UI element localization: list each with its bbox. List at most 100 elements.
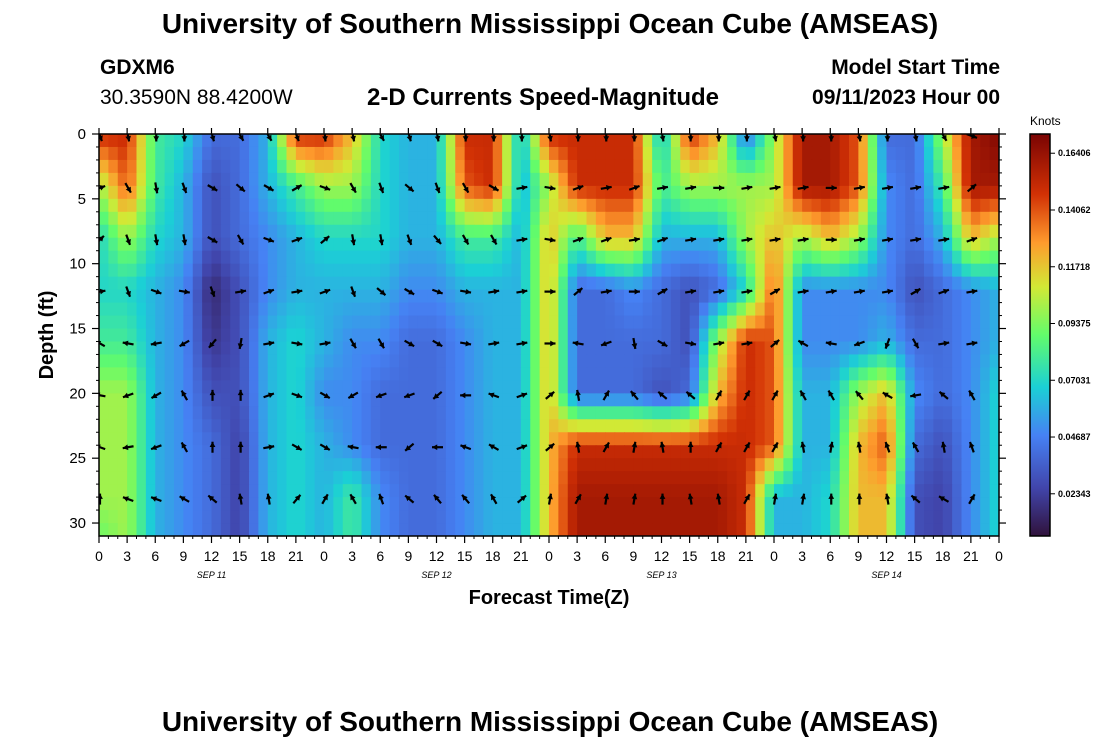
heatmap-cell (989, 458, 999, 472)
heatmap-cell (445, 497, 456, 511)
arrow-head (521, 288, 528, 295)
heatmap-cell (267, 458, 278, 472)
heatmap-cell (961, 484, 972, 498)
heatmap-cell (961, 211, 972, 226)
heatmap-cell (258, 198, 269, 213)
heatmap-cell (558, 224, 569, 239)
heatmap-cell (230, 458, 241, 472)
heatmap-cell (830, 406, 841, 420)
heatmap-cell (867, 250, 878, 265)
heatmap-cell (399, 146, 409, 161)
heatmap-cell (774, 302, 784, 317)
heatmap-cell (127, 302, 138, 317)
heatmap-cell (333, 367, 344, 381)
arrow-head (605, 288, 612, 295)
heatmap-cell (324, 406, 334, 420)
heatmap-cell (267, 380, 278, 394)
heatmap-cell (408, 341, 419, 356)
heatmap-cell (558, 523, 569, 536)
heatmap-cell (549, 419, 559, 433)
heatmap-cell (539, 276, 550, 291)
heatmap-cell (624, 250, 634, 265)
heatmap-cell (774, 263, 784, 278)
heatmap-cell (849, 458, 859, 472)
heatmap-cell (492, 276, 503, 291)
heatmap-cell (483, 263, 494, 278)
heatmap-cell (989, 419, 999, 433)
heatmap-cell (108, 289, 119, 304)
heatmap-cell (867, 263, 878, 278)
heatmap-cell (164, 406, 175, 420)
heatmap-cell (642, 380, 653, 394)
arrow-head (661, 236, 668, 243)
heatmap-cell (689, 458, 700, 472)
heatmap-cell (502, 445, 513, 459)
heatmap-cell (408, 134, 419, 148)
current-arrow (715, 441, 723, 453)
arrow-head (659, 493, 666, 499)
heatmap-cell (549, 134, 559, 148)
arrow-head (465, 340, 472, 347)
heatmap-cell (952, 367, 963, 381)
heatmap-cell (511, 289, 522, 304)
heatmap-cell (211, 134, 222, 148)
heatmap-cell (783, 497, 794, 511)
heatmap-cell (980, 367, 991, 381)
heatmap-cell (867, 406, 878, 420)
heatmap-cell (502, 172, 513, 187)
heatmap-cell (230, 419, 241, 433)
heatmap-cell (961, 276, 972, 291)
heatmap-cell (820, 315, 831, 330)
current-arrow (938, 495, 950, 503)
heatmap-cell (352, 393, 363, 407)
heatmap-cell (670, 289, 681, 304)
heatmap-cell (286, 445, 297, 459)
heatmap-cell (164, 172, 175, 187)
heatmap-cell (614, 172, 625, 187)
heatmap-cell (689, 445, 700, 459)
heatmap-cell (295, 289, 306, 304)
heatmap-cell (436, 198, 447, 213)
heatmap-cell (108, 341, 119, 356)
heatmap-cell (774, 432, 784, 446)
heatmap-cell (989, 393, 999, 407)
heatmap-cell (249, 406, 259, 420)
current-arrow (518, 134, 525, 142)
heatmap-cell (924, 159, 934, 174)
arrow-head (942, 288, 949, 295)
heatmap-cell (699, 276, 709, 291)
heatmap-cell (295, 432, 306, 446)
heatmap-cell (511, 134, 522, 148)
arrow-head (601, 340, 608, 347)
heatmap-cell (220, 523, 231, 536)
heatmap-cell (849, 302, 859, 317)
current-arrow (828, 134, 835, 142)
heatmap-cell (145, 159, 156, 174)
heatmap-cell (492, 302, 503, 317)
heatmap-cell (961, 380, 972, 394)
heatmap-cell (820, 237, 831, 252)
heatmap-cell (820, 159, 831, 174)
heatmap-cell (324, 237, 334, 252)
heatmap-cell (202, 393, 213, 407)
heatmap-cell (924, 328, 934, 343)
arrow-head (324, 340, 331, 347)
arrow-head (884, 136, 891, 142)
heatmap-cell (755, 276, 766, 291)
heatmap-cell (774, 250, 784, 265)
heatmap-cell (295, 250, 306, 265)
heatmap-cell (211, 354, 222, 369)
heatmap-cell (445, 159, 456, 174)
heatmap-cell (802, 367, 813, 381)
heatmap-cell (727, 354, 738, 369)
heatmap-cell (417, 159, 428, 174)
heatmap-cell (914, 250, 925, 265)
heatmap-cell (980, 471, 991, 485)
heatmap-cell (174, 380, 184, 394)
heatmap-cell (286, 484, 297, 498)
heatmap-cell (370, 224, 381, 239)
arrow-head (179, 341, 186, 347)
heatmap-cell (586, 276, 597, 291)
heatmap-cell (614, 328, 625, 343)
heatmap-cell (952, 134, 963, 148)
